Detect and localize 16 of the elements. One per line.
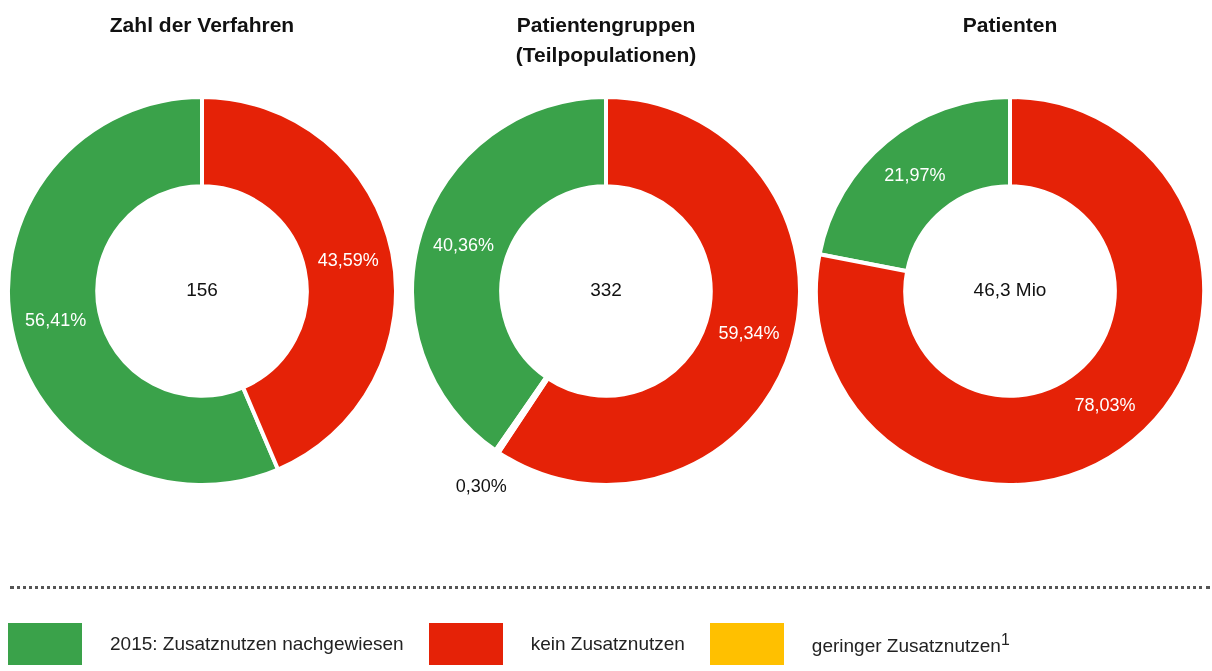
data-label: 43,59% (317, 250, 379, 271)
data-label: 21,97% (884, 164, 946, 185)
legend-label: 2015: Zusatznutzen nachgewiesen (110, 633, 404, 655)
chart-title: Zahl der Verfahren (109, 12, 295, 36)
chart-title: Patienten (962, 12, 1058, 36)
data-label: 78,03% (1074, 395, 1136, 416)
data-label: 59,34% (718, 323, 780, 344)
data-label: 56,41% (25, 309, 87, 330)
legend-label: kein Zusatznutzen (530, 633, 685, 655)
data-label: 0,30% (455, 475, 507, 496)
data-label: 40,36% (432, 235, 494, 256)
text: 46,3 Mio (973, 279, 1047, 301)
text: 332 (590, 279, 622, 301)
text: 156 (186, 279, 218, 301)
legend-label: geringer Zusatznutzen$^{1}$ (811, 630, 1010, 658)
chart-title: Patientengruppen (Teilpopulationen) (515, 12, 697, 66)
